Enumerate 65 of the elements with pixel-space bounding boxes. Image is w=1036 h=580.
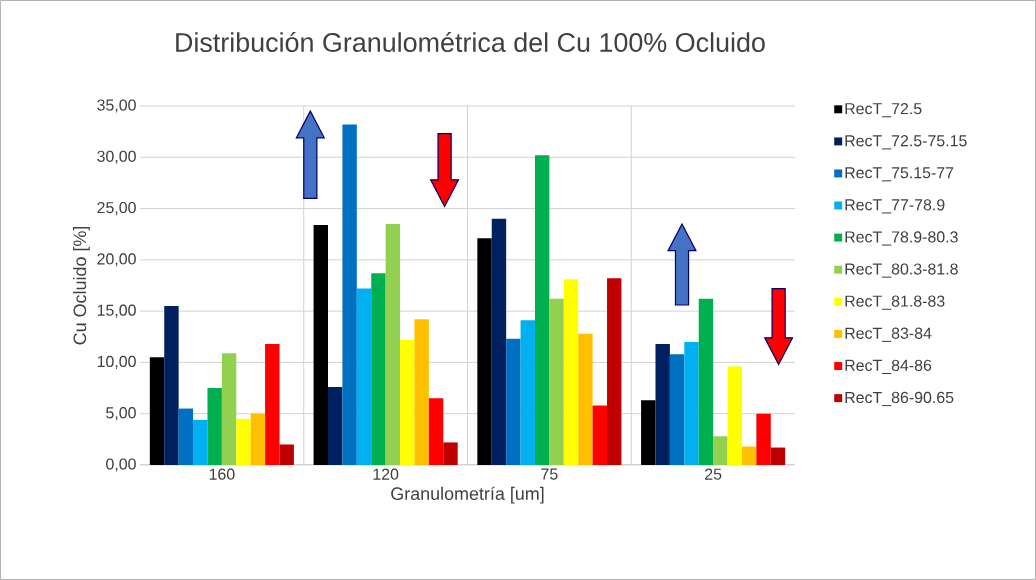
- legend-label: RecT_81.8-83: [845, 295, 945, 310]
- y-tick-label: 20,00: [97, 253, 136, 267]
- x-tick-label: 160: [209, 468, 235, 480]
- legend-label: RecT_80.3-81.8: [845, 263, 958, 278]
- bar: [549, 298, 564, 465]
- bar: [756, 413, 771, 465]
- bar: [655, 343, 670, 465]
- x-tick-label: 25: [705, 468, 722, 480]
- bar: [356, 288, 372, 465]
- bar: [164, 306, 179, 465]
- bar: [342, 124, 357, 465]
- legend-label: RecT_72.5-75.15: [845, 135, 967, 150]
- bar: [279, 444, 294, 465]
- bar: [400, 339, 415, 465]
- bar: [265, 343, 280, 465]
- y-tick-label: 25,00: [97, 201, 136, 216]
- bar: [534, 155, 550, 465]
- bar: [236, 418, 251, 465]
- y-tick-label: 5,00: [106, 407, 136, 421]
- bar: [578, 333, 593, 465]
- legend-label: RecT_83-84: [845, 327, 932, 342]
- x-tick-label: 120: [373, 468, 399, 480]
- bar: [491, 218, 507, 465]
- bar: [698, 298, 714, 465]
- legend-label: RecT_77-78.9: [845, 199, 945, 214]
- bar: [727, 366, 742, 465]
- y-tick-label: 15,00: [97, 304, 136, 318]
- bar: [477, 238, 492, 465]
- bar: [328, 387, 343, 465]
- bar: [178, 408, 194, 465]
- bar: [684, 341, 699, 465]
- bar: [770, 447, 786, 465]
- bar: [741, 446, 757, 465]
- bar: [313, 224, 328, 465]
- y-axis-title: Cu Ocluido [%]: [73, 226, 90, 345]
- chart-title: Distribución Granulométrica del Cu 100% Ocluido: [176, 31, 765, 53]
- bar: [506, 338, 521, 465]
- y-tick-label: 35,00: [97, 99, 136, 113]
- bar: [371, 273, 386, 465]
- legend-label: RecT_72.5: [845, 103, 922, 118]
- legend-label: RecT_86-90.65: [845, 391, 954, 407]
- bar: [520, 320, 535, 465]
- x-axis-title: Granulometría [um]: [391, 486, 544, 504]
- y-tick-label: 30,00: [97, 150, 136, 164]
- x-tick-label: 75: [541, 468, 558, 480]
- bar: [414, 319, 429, 465]
- legend-label: RecT_75.15-77: [845, 167, 954, 182]
- bar: [669, 354, 685, 465]
- y-tick-label: 0,00: [106, 458, 136, 472]
- bar: [443, 442, 458, 465]
- bar: [149, 357, 165, 465]
- bar: [250, 413, 266, 465]
- bar: [428, 398, 444, 465]
- legend-label: RecT_84-86: [845, 359, 932, 374]
- bar: [563, 279, 579, 465]
- bar: [641, 400, 656, 465]
- bar: [221, 353, 237, 465]
- bar: [592, 405, 608, 465]
- y-tick-label: 10,00: [97, 355, 136, 369]
- legend-label: RecT_78.9-80.3: [845, 231, 958, 246]
- bar: [713, 436, 728, 465]
- bar: [607, 278, 622, 465]
- bar: [207, 388, 222, 465]
- bar: [385, 223, 401, 465]
- bar: [193, 419, 208, 465]
